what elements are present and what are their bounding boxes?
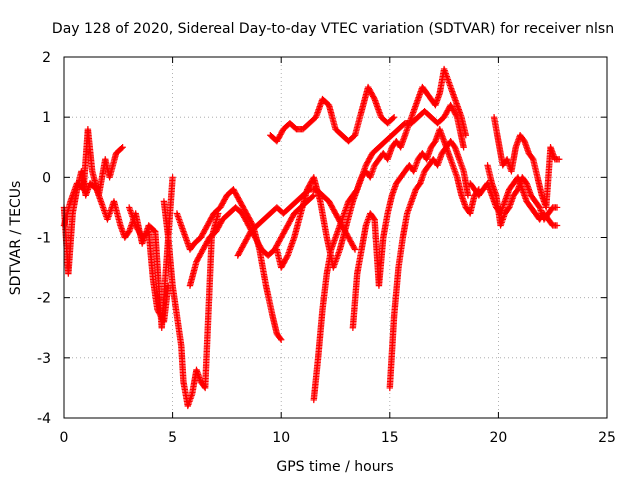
data-point — [460, 144, 467, 151]
x-tick-label: 0 — [60, 430, 69, 446]
data-point — [119, 144, 126, 151]
data-point — [169, 174, 176, 181]
data-point — [309, 193, 316, 200]
data-point — [278, 336, 285, 343]
plot-frame — [63, 56, 608, 419]
sat-trace-6 — [186, 192, 317, 289]
data-series — [60, 65, 563, 410]
sat-trace-13 — [466, 174, 561, 229]
sat-trace-4 — [160, 198, 222, 410]
y-tick-label: -1 — [37, 231, 51, 247]
sat-trace-2 — [60, 126, 126, 229]
sat-trace-3 — [125, 204, 172, 325]
data-point — [556, 156, 563, 163]
y-tick-label: -3 — [37, 351, 51, 367]
data-point — [464, 192, 472, 199]
data-point — [118, 145, 125, 152]
sat-trace-15 — [484, 162, 561, 229]
data-point — [283, 253, 291, 261]
data-point — [370, 94, 378, 101]
y-tick-labels: -4 -3 -2 -1 0 1 2 — [37, 50, 51, 427]
y-tick-label: -4 — [37, 411, 51, 427]
y-tick-label: 1 — [42, 110, 51, 126]
y-tick-label: 0 — [42, 170, 51, 186]
data-point — [277, 335, 284, 342]
sat-trace-14 — [490, 113, 563, 211]
sat-trace-12 — [386, 138, 472, 392]
y-tick-label: -2 — [37, 291, 51, 307]
sat-trace-8 — [267, 83, 398, 145]
data-point — [462, 132, 470, 139]
data-point — [351, 246, 359, 253]
data-point — [370, 215, 377, 222]
sat-trace-1 — [60, 168, 176, 331]
x-tick-label: 25 — [598, 430, 616, 446]
data-point — [389, 114, 397, 122]
chart-title: Day 128 of 2020, Sidereal Day-to-day VTE… — [52, 21, 614, 37]
data-point — [390, 113, 398, 121]
sat-trace-10 — [310, 65, 470, 404]
y-tick-label: 2 — [42, 50, 51, 66]
data-point — [553, 222, 561, 229]
x-axis-label: GPS time / hours — [276, 459, 393, 475]
sat-trace-11 — [349, 126, 483, 331]
x-tick-label: 15 — [381, 430, 399, 446]
sat-trace-5 — [173, 186, 285, 343]
y-axis-label: SDTVAR / TECUs — [8, 181, 24, 296]
x-tick-label: 20 — [489, 430, 507, 446]
x-tick-label: 5 — [168, 430, 177, 446]
data-point — [553, 204, 561, 211]
x-tick-labels: 0 5 10 15 20 25 — [60, 430, 616, 446]
x-tick-label: 10 — [272, 430, 290, 446]
data-point — [351, 244, 358, 252]
